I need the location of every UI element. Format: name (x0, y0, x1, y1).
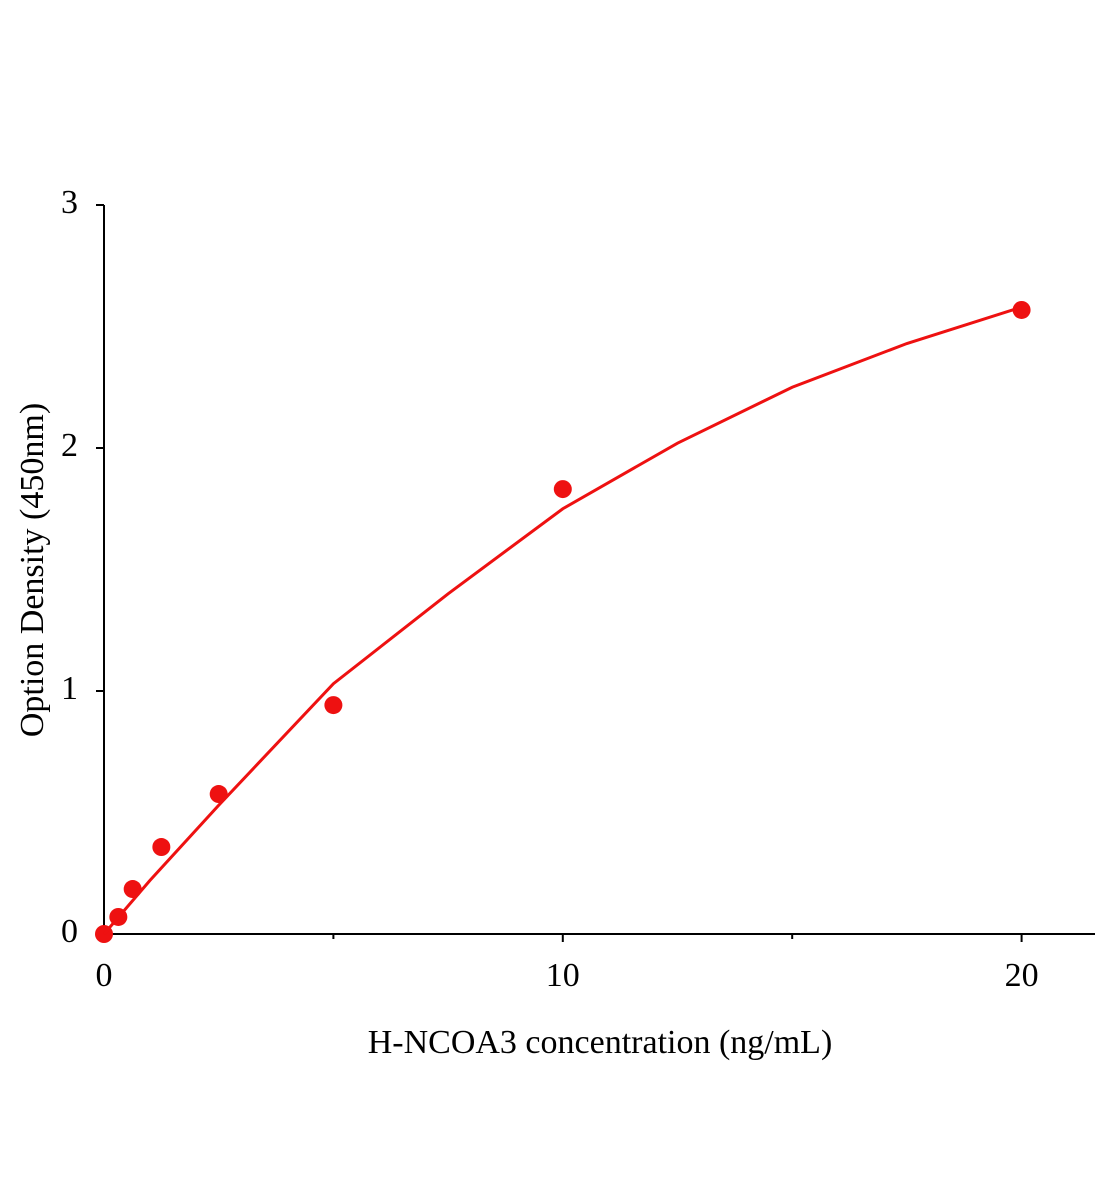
x-tick-label: 10 (546, 957, 580, 994)
y-axis-label: Option Density (450nm) (14, 403, 51, 737)
x-tick-label: 0 (96, 957, 113, 994)
y-tick-label: 0 (61, 913, 78, 950)
data-point (152, 838, 171, 857)
data-point (553, 480, 572, 499)
data-point (1012, 300, 1031, 319)
data-point (324, 696, 343, 715)
x-axis-label: H-NCOA3 concentration (ng/mL) (368, 1024, 833, 1061)
x-tick-label: 20 (1005, 957, 1039, 994)
y-tick-label: 3 (61, 184, 78, 221)
y-tick-label: 2 (61, 427, 78, 464)
fit-curve (102, 305, 1023, 935)
y-tick-label: 1 (61, 670, 78, 707)
